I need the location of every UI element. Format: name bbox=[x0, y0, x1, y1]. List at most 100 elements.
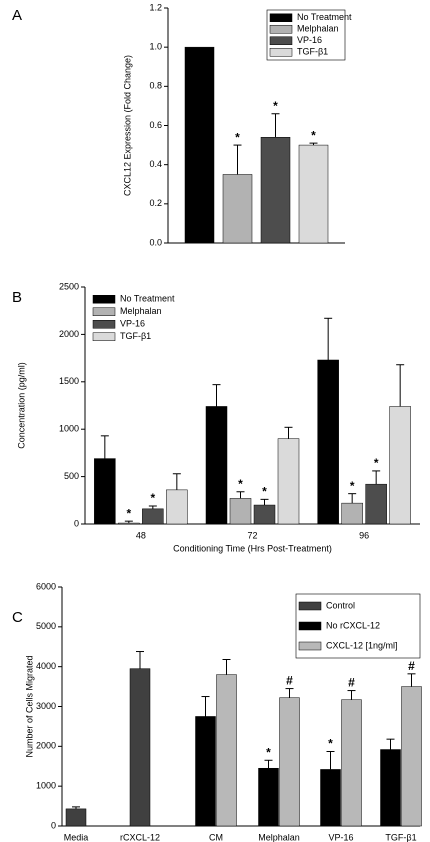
panel-letter: C bbox=[12, 609, 23, 626]
bar bbox=[94, 458, 116, 525]
y-tick-label: 2500 bbox=[59, 281, 79, 291]
bar bbox=[258, 767, 279, 827]
error-bar bbox=[326, 751, 335, 770]
legend-label: TGF-β1 bbox=[297, 47, 328, 57]
legend-label: No Treatment bbox=[297, 12, 352, 22]
x-tick-label: CM bbox=[209, 832, 223, 842]
legend-label: Melphalan bbox=[120, 306, 162, 316]
significance-marker: * bbox=[311, 128, 316, 142]
y-tick-label: 1000 bbox=[36, 781, 56, 791]
bar bbox=[222, 174, 253, 244]
legend-label: CXCL-12 [1ng/ml] bbox=[326, 640, 398, 650]
bar bbox=[380, 749, 401, 827]
significance-marker: * bbox=[262, 485, 267, 499]
error-bar bbox=[386, 738, 395, 750]
bar bbox=[317, 359, 339, 525]
legend-label: VP-16 bbox=[120, 319, 145, 329]
error-bar bbox=[309, 142, 318, 146]
y-tick-label: 3000 bbox=[36, 701, 56, 711]
significance-marker: * bbox=[235, 130, 240, 144]
legend-swatch bbox=[298, 601, 322, 611]
y-tick-label: 1.0 bbox=[149, 42, 162, 52]
y-tick-label: 2000 bbox=[36, 741, 56, 751]
legend-swatch bbox=[269, 25, 293, 34]
panel-letter: A bbox=[12, 7, 22, 24]
x-tick-label: 48 bbox=[136, 530, 146, 540]
bar bbox=[142, 508, 164, 525]
significance-marker: * bbox=[150, 491, 155, 505]
y-tick-label: 0 bbox=[74, 518, 79, 528]
bar bbox=[320, 769, 341, 827]
legend-label: No Treatment bbox=[120, 294, 175, 304]
x-tick-label: 72 bbox=[247, 530, 257, 540]
bar bbox=[298, 144, 329, 244]
error-bar bbox=[347, 690, 356, 700]
y-tick-label: 500 bbox=[64, 471, 79, 481]
y-tick-label: 6000 bbox=[36, 581, 56, 591]
bar bbox=[365, 483, 387, 525]
significance-marker: * bbox=[238, 477, 243, 491]
x-axis-label: Conditioning Time (Hrs Post-Treatment) bbox=[173, 543, 332, 553]
significance-marker: * bbox=[126, 506, 131, 520]
y-tick-label: 1.2 bbox=[149, 2, 162, 12]
x-tick-label: TGF-β1 bbox=[385, 832, 416, 842]
y-tick-label: 5000 bbox=[36, 621, 56, 631]
y-axis-label: Number of Cells Migrated bbox=[24, 655, 34, 757]
y-tick-label: 0.0 bbox=[149, 237, 162, 247]
y-tick-label: 0.4 bbox=[149, 159, 162, 169]
bar bbox=[118, 522, 140, 525]
y-tick-label: 1500 bbox=[59, 376, 79, 386]
error-bar bbox=[396, 364, 405, 407]
bar bbox=[401, 686, 422, 827]
bar bbox=[205, 406, 228, 525]
error-bar bbox=[348, 493, 357, 504]
y-axis-label: Concentration (pg/ml) bbox=[16, 362, 26, 449]
error-bar bbox=[236, 491, 245, 499]
bar bbox=[129, 668, 151, 827]
legend-swatch bbox=[92, 332, 116, 341]
y-tick-label: 0.6 bbox=[149, 120, 162, 130]
x-tick-label: Media bbox=[64, 832, 89, 842]
error-bar bbox=[172, 473, 181, 490]
error-bar bbox=[222, 658, 231, 675]
legend-label: TGF-β1 bbox=[120, 331, 151, 341]
error-bar bbox=[284, 426, 293, 439]
bar bbox=[389, 406, 411, 525]
bar bbox=[195, 716, 216, 827]
error-bar bbox=[233, 144, 242, 175]
x-tick-label: Melphalan bbox=[258, 832, 300, 842]
significance-marker: * bbox=[328, 737, 333, 751]
bar bbox=[229, 498, 252, 525]
significance-marker: # bbox=[286, 674, 293, 688]
error-bar bbox=[260, 498, 269, 506]
y-tick-label: 1000 bbox=[59, 424, 79, 434]
bar bbox=[65, 808, 87, 827]
significance-marker: * bbox=[350, 479, 355, 493]
legend-swatch bbox=[298, 621, 322, 631]
error-bar bbox=[72, 806, 80, 809]
y-tick-label: 2000 bbox=[59, 329, 79, 339]
significance-marker: # bbox=[408, 659, 415, 673]
error-bar bbox=[285, 688, 294, 698]
legend-label: VP-16 bbox=[297, 35, 322, 45]
error-bar bbox=[201, 696, 210, 717]
error-bar bbox=[271, 113, 280, 138]
error-bar bbox=[136, 651, 144, 669]
legend-label: Melphalan bbox=[297, 24, 339, 34]
legend-swatch bbox=[92, 320, 116, 329]
y-tick-label: 0.8 bbox=[149, 81, 162, 91]
bar bbox=[279, 697, 300, 827]
legend-swatch bbox=[298, 641, 322, 651]
error-bar bbox=[100, 435, 109, 459]
x-tick-label: 96 bbox=[359, 530, 369, 540]
legend-label: No rCXCL-12 bbox=[326, 620, 380, 630]
bar bbox=[216, 674, 237, 827]
y-tick-label: 0 bbox=[51, 820, 56, 830]
y-tick-label: 0.2 bbox=[149, 198, 162, 208]
x-tick-label: VP-16 bbox=[328, 832, 353, 842]
error-bar bbox=[407, 673, 416, 687]
error-bar bbox=[324, 317, 333, 360]
significance-marker: # bbox=[348, 676, 355, 690]
